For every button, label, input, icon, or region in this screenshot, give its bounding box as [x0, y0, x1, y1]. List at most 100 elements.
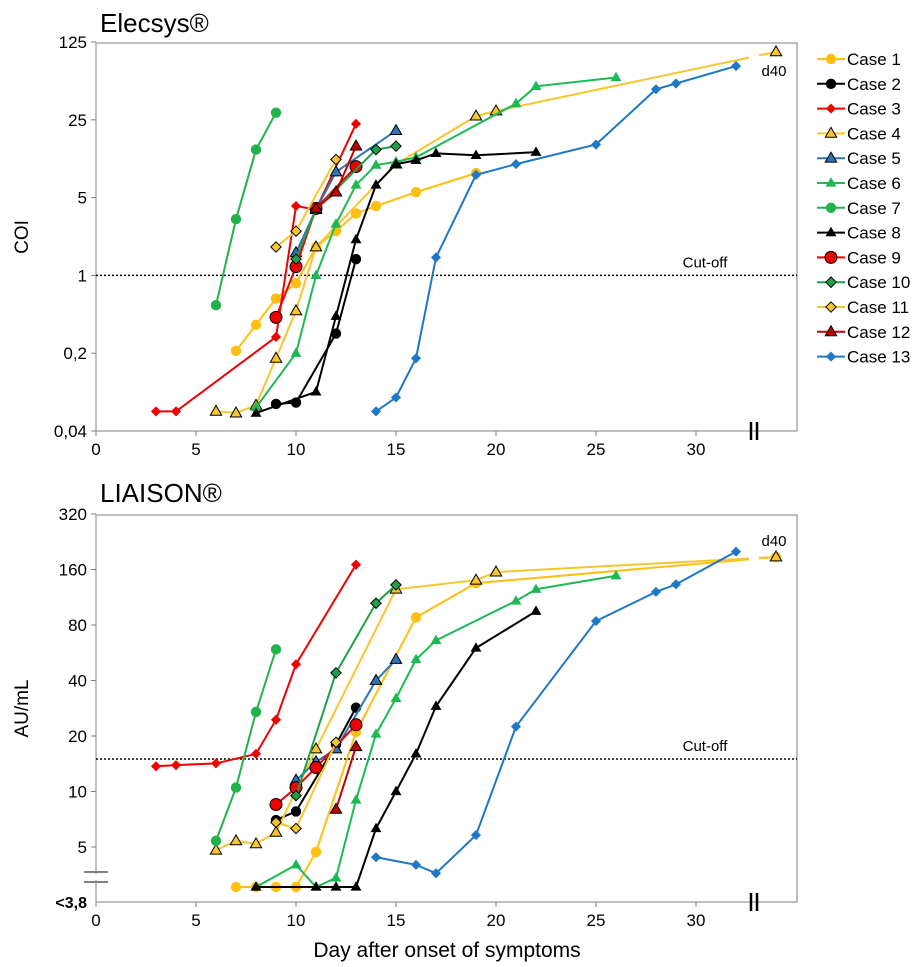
- data-point: [369, 673, 383, 685]
- data-point: [250, 407, 262, 417]
- x-tick-label: 25: [587, 911, 606, 930]
- data-point: [290, 806, 302, 817]
- data-point: [350, 118, 362, 129]
- d40-label: d40: [761, 533, 786, 550]
- legend-marker: [824, 324, 838, 337]
- x-tick-label: 10: [287, 911, 306, 930]
- chart-title: LIAISON®: [100, 478, 222, 508]
- data-point: [349, 718, 363, 732]
- data-point: [290, 253, 302, 266]
- data-point: [290, 659, 302, 670]
- data-point: [350, 559, 362, 570]
- data-point: [510, 97, 522, 108]
- legend-item-case-1: Case 1: [817, 50, 901, 69]
- data-point: [430, 147, 442, 157]
- data-point: [370, 179, 382, 189]
- legend-marker: [824, 151, 838, 163]
- data-point: [269, 351, 283, 363]
- legend-marker: [825, 351, 837, 362]
- data-point: [210, 835, 222, 847]
- series-line: [155, 564, 357, 768]
- series-case-7: [210, 107, 282, 311]
- data-point: [389, 123, 403, 136]
- data-point: [390, 578, 402, 591]
- data-point: [349, 739, 363, 752]
- legend-item-case-13: Case 13: [817, 348, 910, 367]
- data-point: [309, 239, 323, 252]
- series-line: [375, 65, 737, 413]
- data-point: [489, 565, 503, 577]
- x-tick-label: 0: [91, 440, 100, 459]
- data-point: [290, 225, 302, 238]
- legend-label: Case 9: [847, 248, 901, 267]
- data-point: [329, 164, 343, 177]
- data-point: [350, 208, 362, 219]
- data-point: [270, 107, 282, 118]
- y-tick-label: 0,2: [63, 344, 87, 363]
- series-case-1: [230, 551, 782, 893]
- x-tick-label: 5: [191, 911, 200, 930]
- data-point: [430, 634, 442, 645]
- cutoff-label: Cut-off: [683, 738, 729, 755]
- data-point: [230, 881, 242, 893]
- legend-item-case-4: Case 4: [817, 124, 901, 143]
- legend-marker: [825, 103, 837, 114]
- data-point: [389, 652, 403, 664]
- data-point: [370, 852, 382, 863]
- legend-label: Case 4: [847, 124, 901, 143]
- data-point: [270, 714, 282, 725]
- series-case-13: [370, 61, 742, 417]
- data-point: [350, 179, 362, 189]
- y-tick-label: 80: [68, 616, 87, 635]
- x-tick-label: 30: [687, 440, 706, 459]
- legend-label: Case 3: [847, 100, 901, 119]
- data-point: [510, 159, 522, 170]
- x-tick-label: 30: [687, 911, 706, 930]
- data-point: [250, 319, 262, 330]
- data-point: [370, 200, 382, 212]
- legend-label: Case 13: [847, 348, 910, 367]
- x-axis-title: Day after onset of symptoms: [313, 939, 580, 962]
- x-tick-label: 15: [387, 911, 406, 930]
- data-point: [250, 748, 262, 759]
- legend-item-case-11: Case 11: [817, 298, 909, 317]
- data-point: [330, 666, 342, 679]
- data-point: [410, 612, 422, 623]
- y-tick-label: 10: [68, 783, 87, 802]
- legend-label: Case 12: [847, 323, 910, 342]
- data-point: [390, 392, 402, 403]
- data-point: [410, 859, 422, 870]
- legend-marker: [825, 78, 837, 90]
- data-point: [349, 160, 363, 174]
- legend: Case 1 Case 2 Case 3 Case 4 Case 5 Case 6 Case…: [817, 50, 910, 367]
- data-point: [470, 169, 482, 180]
- series-case-13: [370, 546, 742, 879]
- data-point: [330, 218, 342, 228]
- data-point: [270, 644, 282, 655]
- series-line: [295, 584, 397, 796]
- data-point: [250, 881, 262, 891]
- series-line: [215, 649, 277, 842]
- y-tick-label: 0,04: [54, 422, 87, 441]
- legend-item-case-6: Case 6: [817, 174, 901, 193]
- x-tick-label: 15: [387, 440, 406, 459]
- legend-label: Case 10: [847, 273, 910, 292]
- series-case-8: [250, 605, 542, 891]
- series-case-8: [250, 146, 542, 417]
- data-point: [270, 293, 282, 304]
- legend-label: Case 7: [847, 199, 901, 218]
- series-case-3: [150, 559, 362, 772]
- data-point: [290, 200, 302, 212]
- series-case-10: [290, 578, 402, 802]
- series-line: [275, 707, 357, 821]
- legend-marker: [824, 250, 838, 264]
- data-point: [590, 139, 602, 150]
- legend-marker: [825, 301, 837, 313]
- legend-marker: [825, 226, 837, 237]
- data-point: [350, 233, 362, 244]
- series-case-4: [209, 550, 783, 855]
- data-point: [290, 822, 302, 835]
- data-point: [470, 149, 482, 159]
